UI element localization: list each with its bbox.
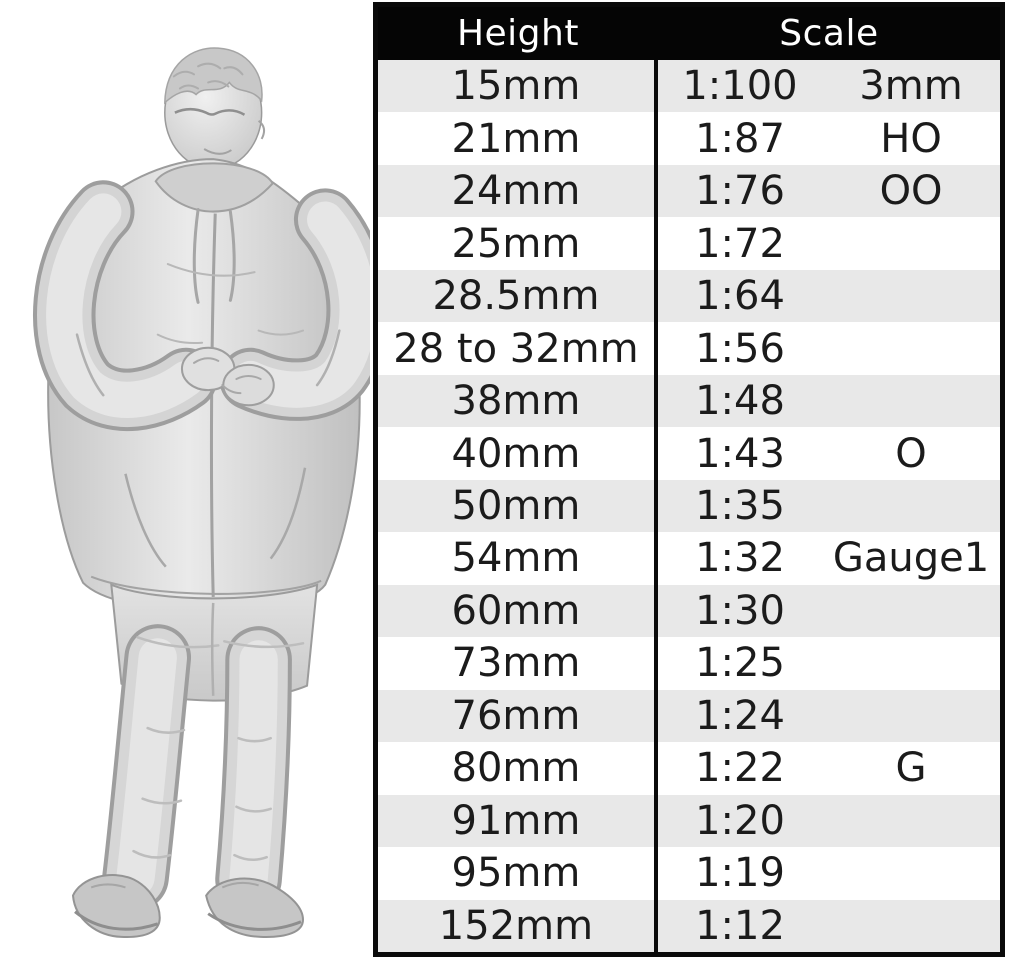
scale-table-body: 15mm 1:100 3mm 21mm 1:87 HO 24mm 1:76 OO… — [378, 60, 1000, 952]
figure-head — [163, 47, 266, 175]
height-cell: 50mm — [378, 479, 658, 533]
scan-figure-image — [6, 32, 370, 950]
table-row: 76mm 1:24 — [378, 689, 1000, 743]
ratio-value: 1:32 — [695, 535, 785, 582]
height-cell: 40mm — [378, 427, 658, 480]
ratio-value: 1:48 — [695, 378, 785, 425]
height-cell: 152mm — [378, 899, 658, 952]
ratio-value: 1:20 — [695, 797, 785, 844]
ratio-value: 1:22 — [695, 745, 785, 792]
height-cell: 38mm — [378, 374, 658, 428]
gauge-value: 3mm — [859, 63, 963, 110]
ratio-value: 1:64 — [695, 273, 785, 320]
scale-cell: 1:12 — [658, 900, 1000, 952]
table-row: 24mm 1:76 OO — [378, 164, 1000, 218]
height-cell: 76mm — [378, 689, 658, 743]
table-row: 15mm 1:100 3mm — [378, 60, 1000, 113]
ratio-value: 1:87 — [695, 115, 785, 162]
scale-cell: 1:72 — [658, 217, 1000, 269]
table-row: 60mm 1:30 — [378, 584, 1000, 638]
figure-legs — [102, 583, 319, 913]
height-cell: 60mm — [378, 584, 658, 638]
height-cell: 28.5mm — [378, 269, 658, 323]
height-cell: 25mm — [378, 217, 658, 270]
height-cell: 24mm — [378, 164, 658, 218]
ratio-value: 1:12 — [695, 902, 785, 949]
table-row: 28 to 32mm 1:56 — [378, 322, 1000, 375]
scan-figure-svg — [33, 47, 370, 938]
height-cell: 15mm — [378, 60, 658, 113]
figure-hands — [180, 346, 275, 407]
ratio-value: 1:56 — [695, 325, 785, 372]
figure-shoes — [71, 874, 305, 938]
scale-cell: 1:56 — [658, 322, 1000, 374]
gauge-value: O — [895, 430, 927, 477]
table-row: 38mm 1:48 — [378, 374, 1000, 428]
column-header-height: Height — [456, 13, 579, 54]
height-cell: 28 to 32mm — [378, 322, 658, 375]
ratio-value: 1:76 — [695, 168, 785, 215]
table-row: 73mm 1:25 — [378, 637, 1000, 690]
scale-cell: 1:43 O — [658, 427, 1000, 479]
table-row: 28.5mm 1:64 — [378, 269, 1000, 323]
scale-cell: 1:100 3mm — [658, 60, 1000, 112]
scale-cell: 1:64 — [658, 270, 1000, 322]
table-row: 91mm 1:20 — [378, 794, 1000, 848]
gauge-value: Gauge1 — [832, 535, 990, 582]
table-row: 50mm 1:35 — [378, 479, 1000, 533]
ratio-value: 1:35 — [695, 482, 785, 529]
height-cell: 21mm — [378, 112, 658, 165]
scale-cell: 1:25 — [658, 637, 1000, 689]
height-cell: 54mm — [378, 532, 658, 585]
ratio-value: 1:72 — [695, 220, 785, 267]
table-row: 25mm 1:72 — [378, 217, 1000, 270]
ratio-value: 1:24 — [695, 692, 785, 739]
ratio-value: 1:19 — [695, 850, 785, 897]
table-row: 152mm 1:12 — [378, 899, 1000, 952]
scale-cell: 1:30 — [658, 585, 1000, 637]
scale-table: Height Scale 15mm 1:100 3mm 21mm 1:87 HO… — [373, 2, 1005, 957]
ratio-value: 1:30 — [695, 587, 785, 634]
gauge-value: HO — [880, 115, 942, 162]
scale-cell: 1:22 G — [658, 742, 1000, 794]
table-row: 95mm 1:19 — [378, 847, 1000, 900]
height-cell: 91mm — [378, 794, 658, 848]
table-header-row: Height Scale — [378, 7, 1000, 60]
table-row: 21mm 1:87 HO — [378, 112, 1000, 165]
scale-cell: 1:87 HO — [658, 112, 1000, 164]
table-row: 54mm 1:32 Gauge1 — [378, 532, 1000, 585]
scale-cell: 1:32 Gauge1 — [658, 532, 1000, 584]
gauge-value: G — [895, 745, 927, 792]
scale-cell: 1:24 — [658, 690, 1000, 742]
ratio-value: 1:100 — [682, 63, 798, 110]
scale-cell: 1:76 OO — [658, 165, 1000, 217]
scale-cell: 1:35 — [658, 480, 1000, 532]
figure-arms — [33, 180, 370, 432]
ratio-value: 1:43 — [695, 430, 785, 477]
height-cell: 95mm — [378, 847, 658, 900]
column-header-scale: Scale — [779, 13, 879, 54]
scale-cell: 1:48 — [658, 375, 1000, 427]
ratio-value: 1:25 — [695, 640, 785, 687]
height-cell: 80mm — [378, 742, 658, 795]
gauge-value: OO — [879, 168, 943, 215]
table-row: 40mm 1:43 O — [378, 427, 1000, 480]
table-row: 80mm 1:22 G — [378, 742, 1000, 795]
height-cell: 73mm — [378, 637, 658, 690]
scale-cell: 1:20 — [658, 795, 1000, 847]
scale-cell: 1:19 — [658, 847, 1000, 899]
